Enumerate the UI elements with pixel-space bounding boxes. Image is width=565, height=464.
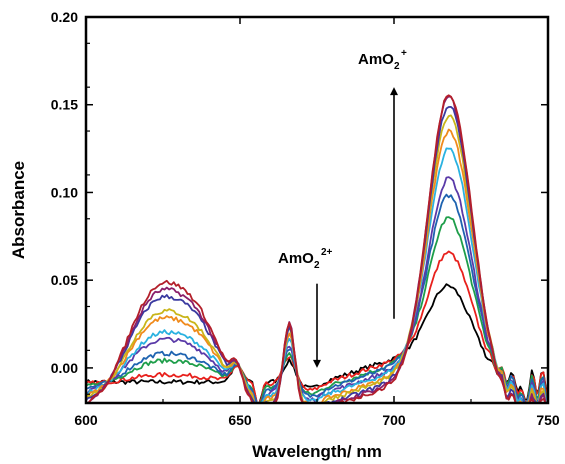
y-tick-label: 0.05 bbox=[51, 272, 78, 288]
x-axis-title: Wavelength/ nm bbox=[252, 442, 382, 461]
annotation-arrow-head bbox=[390, 87, 398, 96]
spectrum-line bbox=[85, 216, 549, 404]
spectrum-line bbox=[85, 250, 549, 404]
y-tick-label: 0.10 bbox=[51, 184, 78, 200]
spectrum-line bbox=[85, 283, 549, 404]
x-tick-label: 700 bbox=[382, 412, 406, 428]
annotation-subscript: 2 bbox=[394, 61, 400, 72]
annotation-arrow-head bbox=[313, 359, 321, 368]
x-tick-label: 750 bbox=[536, 412, 560, 428]
spectrum-line bbox=[85, 193, 549, 404]
y-axis-title: Absorbance bbox=[9, 161, 28, 259]
annotation-label: AmO bbox=[358, 51, 394, 68]
y-tick-label: 0.00 bbox=[51, 360, 78, 376]
annotation-layer: AmO 22+AmO 2+ bbox=[278, 48, 407, 368]
annotation-label: AmO bbox=[278, 250, 314, 267]
y-tick-label: 0.20 bbox=[51, 9, 78, 25]
y-tick-label: 0.15 bbox=[51, 97, 78, 113]
ticks-layer: 600 650 700 750 0.00 0.05 0.10 0.15 0.20 bbox=[51, 9, 560, 428]
annotation-superscript: 2+ bbox=[321, 247, 333, 258]
x-tick-label: 600 bbox=[74, 412, 98, 428]
annotation-subscript: 2 bbox=[314, 260, 320, 271]
x-tick-label: 650 bbox=[228, 412, 252, 428]
annotation-superscript: + bbox=[401, 48, 407, 59]
